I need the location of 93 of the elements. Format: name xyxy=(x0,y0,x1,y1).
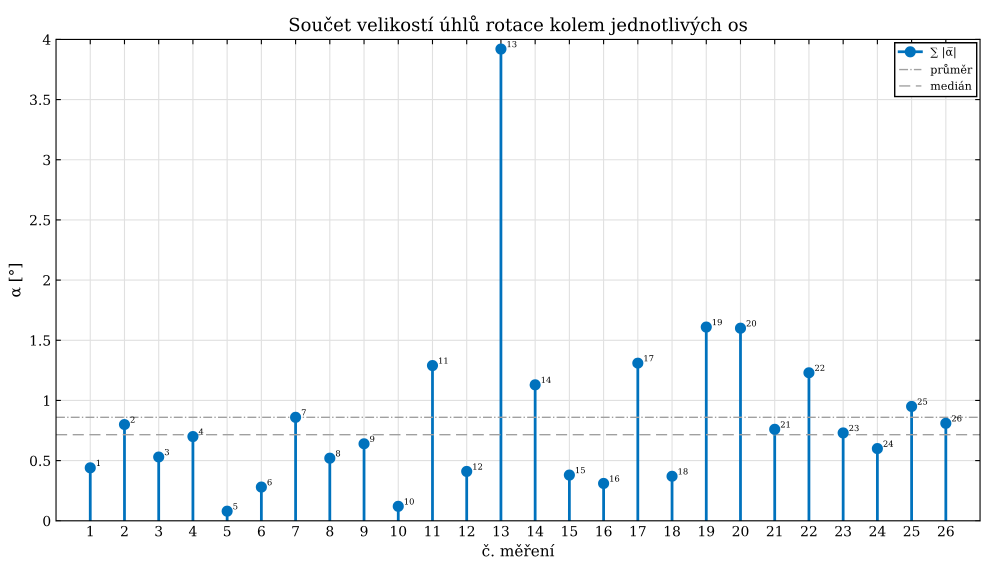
x-tick-label: 7 xyxy=(292,526,300,536)
point xyxy=(632,358,644,369)
point xyxy=(838,427,849,438)
y-tick-label: 4 xyxy=(42,34,50,45)
annotation: 26 xyxy=(952,415,962,422)
x-tick-label: 8 xyxy=(326,526,334,536)
x-tick-label: 2 xyxy=(121,526,128,536)
x-tick-label: 5 xyxy=(224,526,230,536)
annotation: 18 xyxy=(678,468,688,474)
point xyxy=(426,360,438,372)
point xyxy=(187,430,198,442)
x-tick-label: 6 xyxy=(258,526,265,536)
x-tick-label: 26 xyxy=(938,526,954,536)
annotation: 24 xyxy=(884,440,894,447)
y-tick-label: 3.5 xyxy=(30,94,50,106)
point xyxy=(392,500,404,512)
chart-title: Součet velikostí úhlů rotace kolem jednotlivých os xyxy=(290,15,747,36)
point xyxy=(734,322,746,334)
point xyxy=(358,438,370,450)
x-tick-label: 13 xyxy=(494,526,509,536)
annotation: 9 xyxy=(370,436,374,442)
annotation: 14 xyxy=(542,376,551,383)
x-tick-label: 23 xyxy=(835,526,851,536)
x-tick-label: 18 xyxy=(664,526,680,536)
x-tick-label: 25 xyxy=(904,526,920,536)
x-tick-label: 12 xyxy=(460,526,474,536)
annotation: 7 xyxy=(302,409,306,416)
y-tick-label: 0.5 xyxy=(30,456,50,466)
y-tick-label: 2 xyxy=(43,275,50,286)
x-tick-label: 14 xyxy=(528,526,544,536)
y-axis-title: α [°] xyxy=(8,264,22,297)
annotation: 5 xyxy=(233,503,238,510)
x-tick-label: 3 xyxy=(155,526,162,536)
annotation: 11 xyxy=(439,357,448,364)
x-tick-label: 16 xyxy=(596,526,612,536)
legend-label: medián xyxy=(930,80,972,90)
annotation: 12 xyxy=(473,463,482,470)
annotation: 17 xyxy=(644,355,654,362)
legend-label: průměr xyxy=(930,64,972,76)
x-tick-label: 4 xyxy=(188,526,197,536)
point xyxy=(666,470,678,482)
x-tick-label: 22 xyxy=(801,526,816,536)
x-tick-label: 17 xyxy=(630,526,646,536)
point xyxy=(598,478,610,490)
annotation: 19 xyxy=(712,318,722,326)
point xyxy=(769,424,780,435)
x-tick-label: 19 xyxy=(699,526,714,536)
y-tick-label: 3 xyxy=(43,154,50,166)
annotation: 21 xyxy=(780,421,790,428)
x-tick-label: 15 xyxy=(562,526,578,536)
point xyxy=(940,418,952,429)
y-tick-label: 2.5 xyxy=(30,214,50,226)
x-tick-label: 20 xyxy=(732,526,748,536)
point xyxy=(324,452,336,464)
point xyxy=(256,482,267,493)
annotation: 1 xyxy=(96,460,100,466)
annotation: 22 xyxy=(815,364,824,371)
y-tick-label: 1 xyxy=(44,395,50,406)
point xyxy=(84,462,96,474)
point xyxy=(872,443,883,454)
point xyxy=(906,400,918,412)
x-axis-title: č. měření xyxy=(482,544,555,556)
point xyxy=(495,43,506,55)
annotation: 3 xyxy=(164,448,169,456)
point xyxy=(564,469,575,481)
legend-label: ∑ |α̅| xyxy=(930,47,956,58)
annotation: 23 xyxy=(849,424,859,432)
x-tick-label: 10 xyxy=(391,526,406,536)
y-tick-label: 1.5 xyxy=(30,335,50,346)
annotation: 25 xyxy=(918,398,928,405)
point xyxy=(700,321,712,333)
point xyxy=(118,418,130,430)
annotation: 16 xyxy=(610,475,620,482)
x-tick-label: 11 xyxy=(425,526,440,536)
annotation: 15 xyxy=(576,466,585,474)
x-tick-label: 9 xyxy=(360,526,368,536)
annotation: 13 xyxy=(508,40,516,48)
point xyxy=(461,466,472,477)
point xyxy=(153,451,164,463)
annotation: 6 xyxy=(267,479,272,486)
y-tick-label: 0 xyxy=(43,516,50,526)
point xyxy=(222,506,233,517)
point xyxy=(290,412,302,423)
annotation: 4 xyxy=(198,428,204,435)
annotation: 20 xyxy=(746,320,756,326)
x-tick-label: 21 xyxy=(766,526,782,536)
point xyxy=(803,367,814,378)
annotation: 8 xyxy=(336,450,340,456)
annotation: 10 xyxy=(404,498,414,505)
annotation: 2 xyxy=(130,416,135,423)
x-tick-label: 1 xyxy=(88,526,93,536)
point xyxy=(530,379,541,390)
x-tick-label: 24 xyxy=(869,526,886,536)
